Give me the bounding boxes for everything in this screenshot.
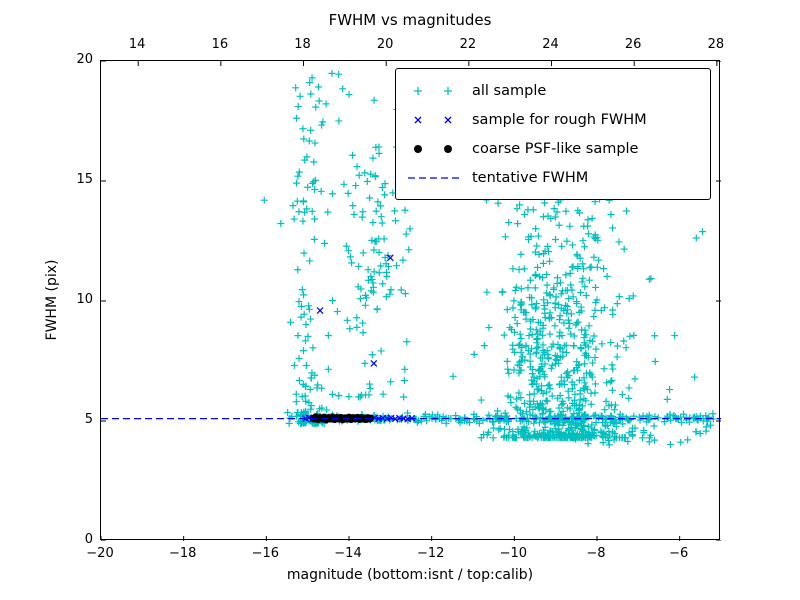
x-tick-label-bottom: −16: [251, 546, 280, 561]
x-tick-label-top: 16: [211, 37, 229, 52]
plus-legend-marker-icon: [406, 83, 464, 99]
legend-row: sample for rough FWHM: [406, 105, 700, 134]
x-tick-label-bottom: −12: [416, 546, 445, 561]
x-legend-marker-icon: [406, 112, 464, 128]
x-tick-label-top: 22: [459, 37, 477, 52]
legend-label: sample for rough FWHM: [472, 111, 647, 128]
x-tick-label-top: 28: [707, 37, 725, 52]
x-tick-label-bottom: −18: [168, 546, 197, 561]
y-tick-label: 5: [84, 412, 93, 427]
legend-row: all sample: [406, 76, 700, 105]
x-tick-label-bottom: −8: [586, 546, 606, 561]
legend-label: tentative FWHM: [472, 169, 589, 186]
y-tick-label: 15: [76, 172, 93, 187]
x-tick-label-bottom: −20: [86, 546, 114, 561]
x-axis-label: magnitude (bottom:isnt / top:calib): [286, 567, 534, 583]
x-tick-label-bottom: −6: [669, 546, 689, 561]
circle-legend-marker-icon: [406, 141, 464, 157]
y-tick-label: 20: [76, 52, 93, 67]
x-tick-label-top: 20: [376, 37, 394, 52]
x-tick-label-bottom: −10: [499, 546, 528, 561]
x-tick-label-top: 26: [624, 37, 642, 52]
legend-row: coarse PSF-like sample: [406, 134, 700, 163]
legend: all sample sample for rough FWHM coarse PS…: [395, 68, 711, 200]
y-tick-label: 10: [76, 292, 93, 307]
dashed-line-legend-marker-icon: [406, 170, 464, 186]
x-tick-label-top: 14: [128, 37, 146, 52]
x-tick-label-bottom: −14: [334, 546, 362, 561]
y-tick-label: 0: [84, 532, 93, 547]
y-axis-label: FWHM (pix): [44, 259, 60, 341]
legend-row: tentative FWHM: [406, 163, 700, 192]
x-tick-label-top: 18: [294, 37, 311, 52]
legend-label: coarse PSF-like sample: [472, 140, 639, 157]
legend-label: all sample: [472, 82, 547, 99]
x-tick-label-top: 24: [542, 37, 559, 52]
chart-title: FWHM vs magnitudes: [328, 11, 492, 29]
